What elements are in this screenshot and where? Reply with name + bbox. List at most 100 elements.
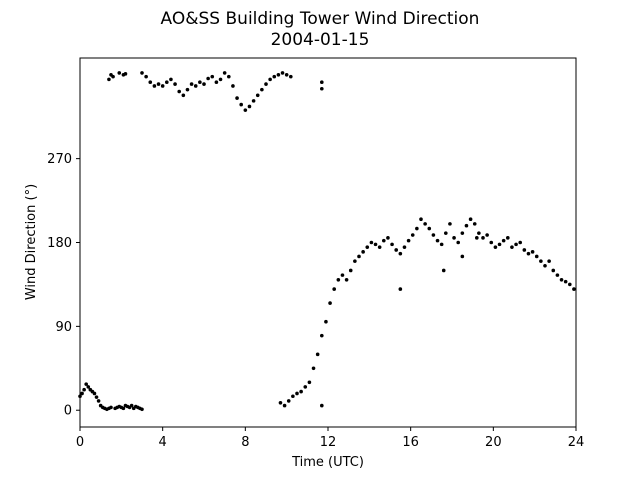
data-point bbox=[177, 89, 181, 94]
data-point bbox=[348, 268, 353, 273]
data-point bbox=[140, 407, 144, 412]
data-point bbox=[152, 84, 157, 88]
data-point bbox=[320, 80, 324, 85]
data-point bbox=[82, 387, 86, 392]
data-point bbox=[382, 238, 386, 243]
data-point bbox=[534, 254, 539, 259]
data-point bbox=[398, 287, 403, 291]
data-point bbox=[291, 394, 295, 399]
data-point bbox=[280, 71, 285, 75]
data-point bbox=[514, 242, 518, 247]
data-point bbox=[320, 403, 324, 408]
data-point bbox=[148, 80, 153, 85]
data-point bbox=[497, 242, 502, 247]
data-point bbox=[402, 245, 407, 249]
data-point bbox=[289, 74, 293, 79]
data-point bbox=[247, 104, 252, 109]
data-point bbox=[551, 268, 556, 273]
data-point bbox=[255, 93, 260, 98]
data-point bbox=[328, 301, 332, 305]
data-point bbox=[92, 391, 97, 396]
data-point bbox=[264, 82, 268, 86]
data-point bbox=[439, 242, 444, 247]
data-point bbox=[272, 74, 277, 79]
data-point bbox=[423, 222, 427, 226]
data-point bbox=[260, 87, 264, 92]
y-tick-label: 180 bbox=[47, 236, 72, 251]
y-tick-label: 90 bbox=[55, 320, 72, 335]
chart-subtitle: 2004-01-15 bbox=[271, 30, 370, 50]
data-point bbox=[481, 236, 485, 240]
data-point bbox=[235, 96, 239, 100]
data-point bbox=[117, 71, 122, 75]
data-point bbox=[365, 245, 370, 249]
data-point bbox=[419, 217, 423, 222]
data-point bbox=[231, 84, 235, 88]
x-tick-label: 12 bbox=[320, 435, 337, 450]
data-point bbox=[156, 82, 161, 86]
data-point bbox=[386, 236, 390, 240]
data-point bbox=[353, 259, 357, 263]
data-point bbox=[472, 222, 477, 226]
data-point bbox=[406, 238, 411, 243]
data-point bbox=[510, 245, 514, 249]
data-point bbox=[518, 240, 522, 245]
data-point bbox=[144, 74, 148, 79]
data-point bbox=[96, 399, 101, 403]
y-axis-label: Wind Direction (°) bbox=[24, 184, 39, 300]
data-point bbox=[435, 238, 440, 243]
data-point bbox=[361, 250, 365, 254]
data-point bbox=[268, 77, 272, 82]
data-point bbox=[299, 389, 303, 394]
data-point bbox=[344, 277, 349, 282]
data-point bbox=[431, 233, 436, 237]
data-point bbox=[477, 231, 481, 235]
data-point bbox=[307, 380, 312, 385]
data-point bbox=[210, 74, 215, 79]
data-point bbox=[336, 277, 341, 282]
data-point bbox=[295, 391, 299, 396]
data-point bbox=[282, 403, 287, 408]
data-point bbox=[460, 254, 465, 259]
data-point bbox=[464, 223, 469, 228]
x-tick-label: 20 bbox=[485, 435, 502, 450]
data-point bbox=[276, 72, 281, 77]
data-point bbox=[452, 236, 456, 240]
data-point bbox=[189, 82, 194, 86]
data-point bbox=[332, 287, 337, 291]
data-point bbox=[485, 233, 489, 237]
data-point bbox=[522, 248, 527, 252]
data-point bbox=[173, 82, 177, 86]
data-point bbox=[543, 263, 547, 268]
data-point bbox=[214, 80, 219, 85]
x-tick-label: 4 bbox=[159, 435, 167, 450]
data-point bbox=[539, 259, 543, 263]
data-point bbox=[84, 382, 88, 386]
data-point bbox=[427, 226, 432, 231]
data-point bbox=[468, 217, 473, 222]
data-point bbox=[441, 268, 446, 273]
data-point bbox=[107, 77, 111, 82]
data-point bbox=[222, 71, 227, 75]
data-point bbox=[303, 385, 308, 389]
data-point bbox=[239, 102, 243, 107]
data-point bbox=[369, 240, 374, 245]
data-point bbox=[80, 391, 84, 396]
data-point bbox=[398, 251, 403, 256]
data-point bbox=[320, 86, 324, 91]
data-point bbox=[547, 259, 551, 263]
data-point bbox=[526, 251, 531, 256]
data-point bbox=[475, 236, 479, 240]
data-point bbox=[185, 87, 190, 92]
data-point bbox=[530, 250, 535, 254]
chart-title: AO&SS Building Tower Wind Direction bbox=[161, 9, 480, 29]
data-point bbox=[559, 277, 564, 282]
data-point bbox=[202, 82, 206, 86]
data-point bbox=[394, 248, 399, 252]
data-point bbox=[315, 352, 320, 357]
data-point bbox=[94, 395, 99, 399]
data-point bbox=[140, 71, 144, 75]
data-point bbox=[324, 319, 328, 324]
data-point bbox=[165, 80, 169, 85]
